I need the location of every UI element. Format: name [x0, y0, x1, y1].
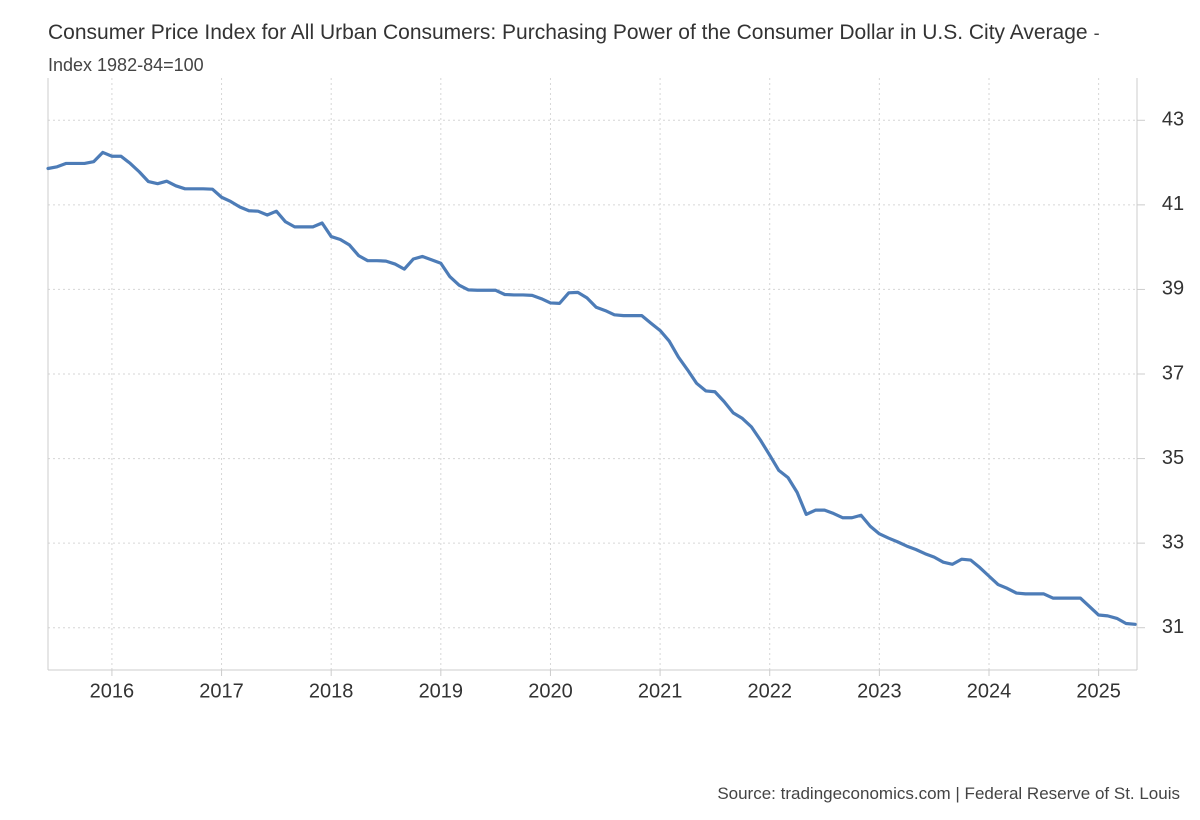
y-tick-label: 33	[1162, 531, 1184, 553]
x-tick-label: 2017	[199, 680, 244, 702]
x-tick-label: 2023	[857, 680, 902, 702]
x-tick-label: 2019	[419, 680, 464, 702]
data-line	[46, 150, 1137, 626]
x-tick-label: 2024	[967, 680, 1012, 702]
x-tick-label: 2016	[90, 680, 135, 702]
x-tick-label: 2018	[309, 680, 354, 702]
x-tick-label: 2025	[1076, 680, 1121, 702]
x-tick-label: 2020	[528, 680, 573, 702]
chart-subtitle: - Index 1982-84=100	[48, 23, 1100, 75]
y-tick-label: 43	[1162, 109, 1184, 131]
y-tick-label: 39	[1162, 278, 1184, 300]
x-tick-label: 2022	[747, 680, 792, 702]
header: Consumer Price Index for All Urban Consu…	[48, 18, 1108, 82]
source-note: Source: tradingeconomics.com | Federal R…	[717, 784, 1180, 803]
y-tick-label: 37	[1162, 362, 1184, 384]
y-tick-label: 35	[1162, 447, 1184, 469]
y-tick-label: 31	[1162, 616, 1184, 638]
y-tick-label: 41	[1162, 193, 1184, 215]
x-tick-label: 2021	[638, 680, 683, 702]
chart-title: Consumer Price Index for All Urban Consu…	[48, 21, 1088, 44]
